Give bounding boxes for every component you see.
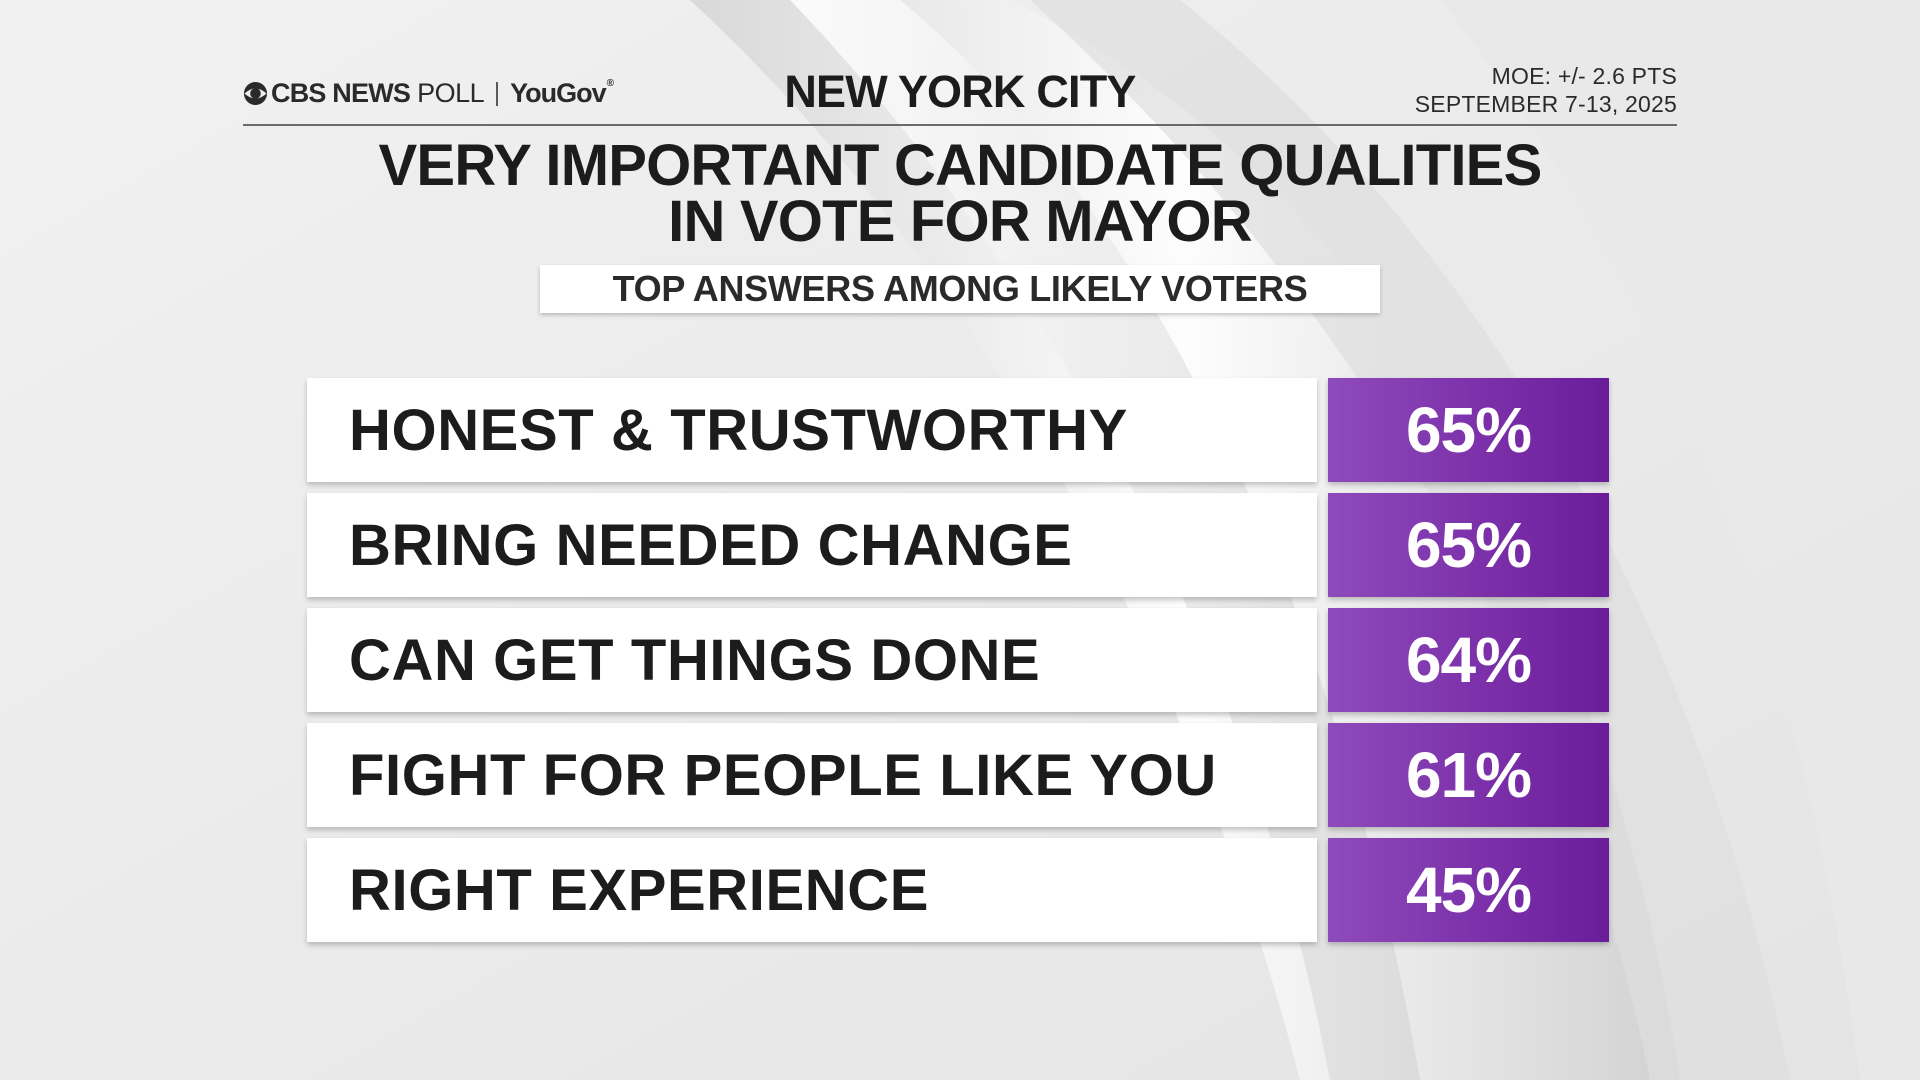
result-row: BRING NEEDED CHANGE 65% (307, 493, 1609, 597)
title-line-2: IN VOTE FOR MAYOR (668, 189, 1252, 254)
quality-label-box: HONEST & TRUSTWORTHY (307, 378, 1317, 482)
quality-label: RIGHT EXPERIENCE (349, 857, 930, 923)
yougov-text: YouGov (510, 78, 607, 108)
moe-info: MOE: +/- 2.6 PTS SEPTEMBER 7-13, 2025 (1415, 62, 1677, 118)
percent-value: 65% (1405, 394, 1532, 466)
result-row: HONEST & TRUSTWORTHY 65% (307, 378, 1609, 482)
quality-label-box: CAN GET THINGS DONE (307, 608, 1317, 712)
logo-yougov: YouGov® (510, 78, 614, 109)
percent-value: 45% (1405, 854, 1532, 926)
chart-subtitle: TOP ANSWERS AMONG LIKELY VOTERS (612, 268, 1308, 309)
trademark-mark: ® (606, 78, 614, 89)
poll-dates: SEPTEMBER 7-13, 2025 (1414, 91, 1677, 117)
result-row: RIGHT EXPERIENCE 45% (307, 838, 1609, 942)
logo-network-text: CBS NEWS (271, 78, 411, 108)
quality-label-box: BRING NEEDED CHANGE (307, 493, 1317, 597)
chart-title: VERY IMPORTANT CANDIDATE QUALITIES IN VO… (260, 133, 1660, 254)
moe-text: MOE: +/- 2.6 PTS (1491, 63, 1677, 89)
percent-value: 65% (1405, 509, 1532, 581)
title-line-1: VERY IMPORTANT CANDIDATE QUALITIES (378, 133, 1543, 198)
quality-label-box: FIGHT FOR PEOPLE LIKE YOU (307, 723, 1317, 827)
result-row: FIGHT FOR PEOPLE LIKE YOU 61% (307, 723, 1609, 827)
cbs-eye-icon (243, 81, 268, 106)
percent-value: 61% (1405, 739, 1532, 811)
percent-box: 64% (1328, 608, 1609, 712)
header-bar: CBS NEWS POLL YouGov® NEW YORK CITY MOE:… (243, 62, 1677, 126)
percent-value: 64% (1405, 624, 1532, 696)
logo-poll-text: POLL (417, 78, 485, 108)
quality-label: CAN GET THINGS DONE (349, 627, 1041, 693)
results-table: HONEST & TRUSTWORTHY 65% BRING NEEDED CH… (307, 378, 1609, 953)
percent-box: 45% (1328, 838, 1609, 942)
cbs-news-poll-logo: CBS NEWS POLL YouGov® (243, 78, 614, 109)
percent-box: 65% (1328, 378, 1609, 482)
percent-box: 65% (1328, 493, 1609, 597)
logo-divider (496, 81, 499, 106)
quality-label: BRING NEEDED CHANGE (349, 512, 1073, 578)
percent-box: 61% (1328, 723, 1609, 827)
subtitle-box: TOP ANSWERS AMONG LIKELY VOTERS (540, 265, 1380, 313)
result-row: CAN GET THINGS DONE 64% (307, 608, 1609, 712)
quality-label: FIGHT FOR PEOPLE LIKE YOU (349, 742, 1217, 808)
quality-label-box: RIGHT EXPERIENCE (307, 838, 1317, 942)
quality-label: HONEST & TRUSTWORTHY (349, 397, 1128, 463)
